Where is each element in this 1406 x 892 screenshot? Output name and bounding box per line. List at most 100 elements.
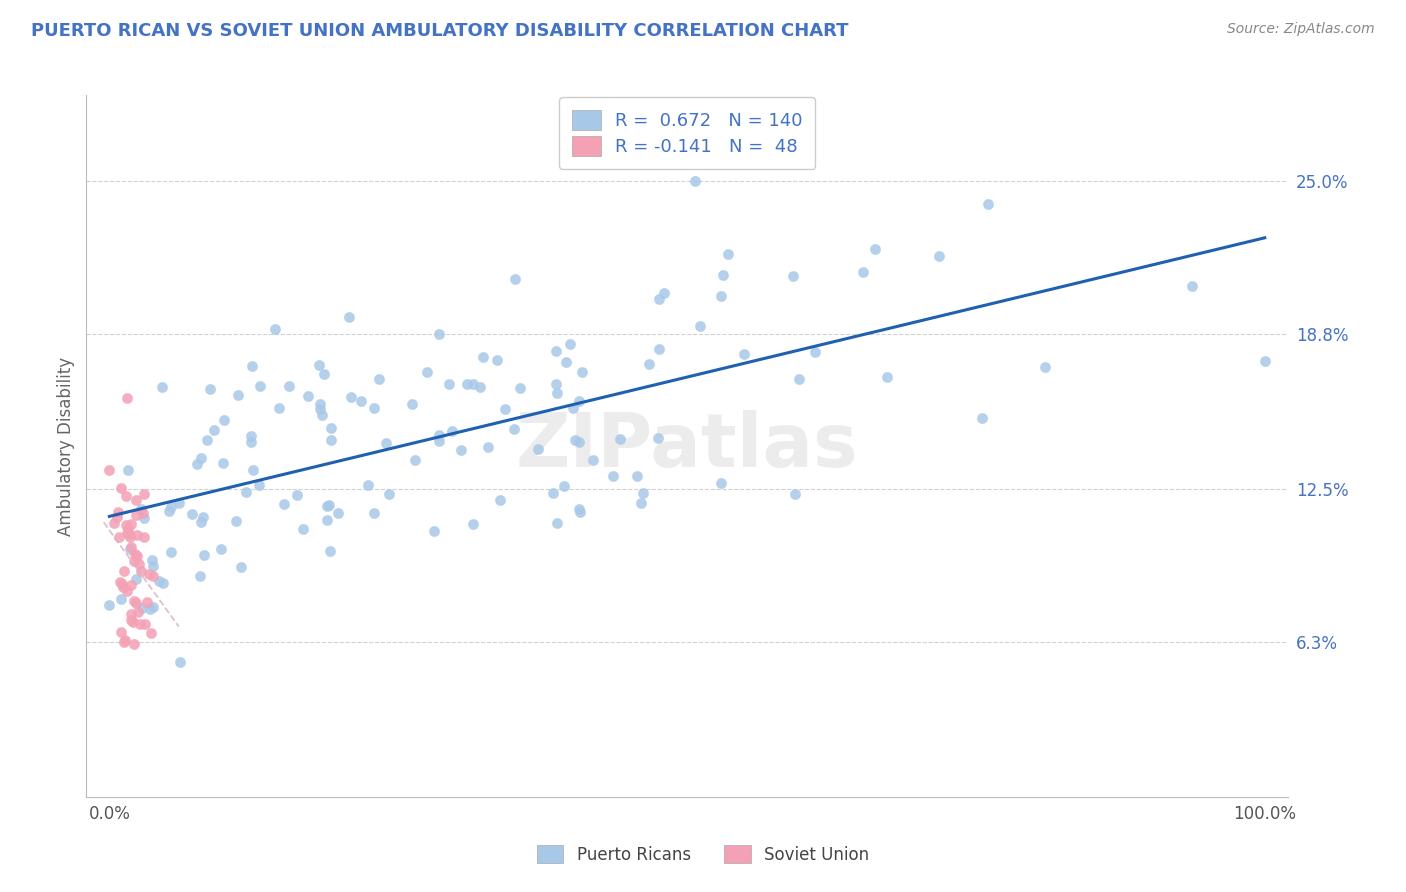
Point [167, 496, 190, 510]
Point [112, 635, 135, 649]
Point [193, 548, 215, 562]
Point [111, 580, 134, 594]
Point [564, 433, 586, 447]
Point [212, 456, 235, 470]
Point [127, 549, 149, 563]
Point [568, 505, 591, 519]
Point [122, 594, 145, 608]
Y-axis label: Ambulatory Disability: Ambulatory Disability [58, 357, 75, 536]
Point [541, 486, 564, 500]
Point [231, 560, 253, 574]
Point [108, 575, 131, 590]
Point [169, 655, 191, 669]
Point [471, 351, 494, 365]
Point [131, 565, 153, 579]
Point [309, 401, 332, 416]
Point [141, 626, 163, 640]
Point [115, 526, 138, 541]
Point [427, 428, 450, 442]
Point [463, 517, 485, 532]
Point [1254, 354, 1277, 368]
Point [1181, 279, 1204, 293]
Point [648, 342, 671, 356]
Point [637, 357, 659, 371]
Point [568, 434, 591, 449]
Point [195, 433, 218, 447]
Point [136, 595, 159, 609]
Point [803, 345, 825, 359]
Point [115, 489, 138, 503]
Point [110, 592, 132, 607]
Point [357, 478, 380, 492]
Point [247, 477, 270, 491]
Point [191, 510, 214, 524]
Point [138, 566, 160, 581]
Point [120, 516, 142, 531]
Point [571, 365, 593, 379]
Point [308, 397, 330, 411]
Point [122, 637, 145, 651]
Point [198, 382, 221, 396]
Point [125, 493, 148, 508]
Point [132, 530, 155, 544]
Point [128, 557, 150, 571]
Point [120, 540, 142, 554]
Legend: R =  0.672   N = 140, R = -0.141   N =  48: R = 0.672 N = 140, R = -0.141 N = 48 [560, 97, 815, 169]
Point [297, 389, 319, 403]
Point [107, 530, 129, 544]
Point [876, 370, 898, 384]
Point [249, 379, 271, 393]
Point [107, 505, 129, 519]
Point [124, 547, 146, 561]
Point [609, 432, 631, 446]
Point [134, 487, 156, 501]
Point [509, 381, 531, 395]
Point [202, 423, 225, 437]
Point [318, 498, 340, 512]
Point [789, 372, 811, 386]
Point [181, 508, 204, 522]
Point [326, 506, 349, 520]
Point [134, 616, 156, 631]
Point [132, 506, 155, 520]
Point [120, 530, 142, 544]
Point [285, 488, 308, 502]
Point [105, 510, 128, 524]
Point [562, 401, 585, 415]
Point [441, 424, 464, 438]
Point [240, 359, 263, 374]
Point [461, 377, 484, 392]
Point [494, 401, 516, 416]
Point [315, 513, 337, 527]
Point [970, 410, 993, 425]
Point [125, 573, 148, 587]
Point [139, 602, 162, 616]
Point [122, 554, 145, 568]
Point [782, 268, 804, 283]
Point [142, 569, 165, 583]
Point [315, 499, 337, 513]
Point [242, 463, 264, 477]
Point [544, 377, 567, 392]
Point [602, 469, 624, 483]
Point [111, 577, 134, 591]
Point [401, 397, 423, 411]
Point [652, 285, 675, 300]
Legend: Puerto Ricans, Soviet Union: Puerto Ricans, Soviet Union [530, 838, 876, 871]
Point [427, 434, 450, 449]
Point [125, 527, 148, 541]
Point [148, 574, 170, 588]
Point [117, 463, 139, 477]
Point [689, 318, 711, 333]
Point [378, 487, 401, 501]
Point [190, 516, 212, 530]
Point [240, 434, 263, 449]
Point [273, 498, 295, 512]
Point [120, 607, 142, 621]
Point [783, 487, 806, 501]
Text: ZIPatlas: ZIPatlas [516, 409, 859, 483]
Point [319, 421, 342, 435]
Point [468, 380, 491, 394]
Point [264, 321, 287, 335]
Point [131, 601, 153, 615]
